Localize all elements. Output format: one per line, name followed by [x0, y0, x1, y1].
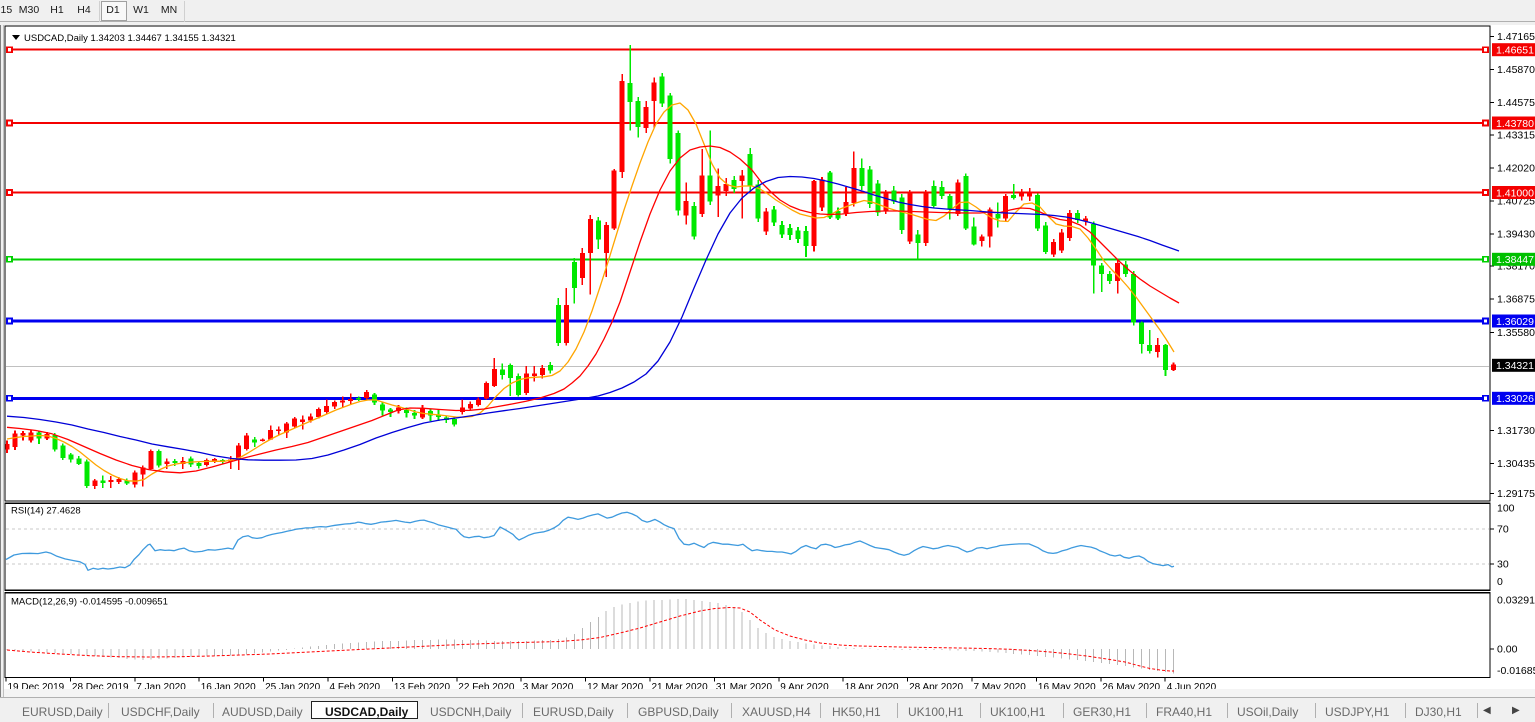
- svg-text:100: 100: [1497, 503, 1515, 515]
- svg-text:1.42020: 1.42020: [1497, 162, 1535, 174]
- svg-text:4 Feb 2020: 4 Feb 2020: [330, 682, 381, 693]
- svg-text:3 Mar 2020: 3 Mar 2020: [523, 682, 574, 693]
- svg-text:1.33026: 1.33026: [1496, 393, 1534, 405]
- svg-text:1.38447: 1.38447: [1496, 254, 1534, 266]
- svg-text:1.47165: 1.47165: [1497, 31, 1535, 43]
- svg-text:USDCAD,Daily 1.34203 1.34467: USDCAD,Daily 1.34203 1.34467 1.34155 1.3…: [24, 33, 236, 44]
- svg-text:22 Feb 2020: 22 Feb 2020: [458, 682, 515, 693]
- svg-text:16 May 2020: 16 May 2020: [1038, 682, 1096, 693]
- svg-text:1.35580: 1.35580: [1497, 327, 1535, 339]
- svg-text:1.43315: 1.43315: [1497, 129, 1535, 141]
- svg-text:1.41000: 1.41000: [1496, 187, 1534, 199]
- svg-text:28 Dec 2019: 28 Dec 2019: [72, 682, 129, 693]
- svg-text:1.36875: 1.36875: [1497, 294, 1535, 306]
- svg-text:1.30435: 1.30435: [1497, 458, 1535, 470]
- svg-text:70: 70: [1497, 524, 1509, 536]
- svg-text:1.39430: 1.39430: [1497, 229, 1535, 241]
- svg-text:1.45870: 1.45870: [1497, 64, 1535, 76]
- svg-text:7 Jan 2020: 7 Jan 2020: [136, 682, 186, 693]
- svg-text:16 Jan 2020: 16 Jan 2020: [201, 682, 256, 693]
- svg-text:21 Mar 2020: 21 Mar 2020: [652, 682, 709, 693]
- svg-text:26 May 2020: 26 May 2020: [1102, 682, 1160, 693]
- svg-text:19 Dec 2019: 19 Dec 2019: [8, 682, 65, 693]
- svg-text:4 Jun 2020: 4 Jun 2020: [1167, 682, 1217, 693]
- svg-text:0.03291: 0.03291: [1497, 594, 1535, 606]
- svg-text:RSI(14) 27.4628: RSI(14) 27.4628: [11, 506, 81, 517]
- svg-text:30: 30: [1497, 558, 1509, 570]
- svg-text:18 Apr 2020: 18 Apr 2020: [845, 682, 899, 693]
- svg-text:12 Mar 2020: 12 Mar 2020: [587, 682, 644, 693]
- svg-text:-0.016857: -0.016857: [1497, 665, 1535, 677]
- svg-text:1.31730: 1.31730: [1497, 425, 1535, 437]
- svg-text:MACD(12,26,9) -0.014595 -0.009: MACD(12,26,9) -0.014595 -0.009651: [11, 597, 168, 608]
- svg-text:1.44575: 1.44575: [1497, 97, 1535, 109]
- svg-text:1.34321: 1.34321: [1496, 360, 1534, 372]
- svg-text:0.00: 0.00: [1497, 644, 1518, 656]
- svg-text:1.46651: 1.46651: [1496, 45, 1534, 57]
- svg-text:1.29175: 1.29175: [1497, 488, 1535, 500]
- svg-text:9 Apr 2020: 9 Apr 2020: [780, 682, 829, 693]
- svg-text:13 Feb 2020: 13 Feb 2020: [394, 682, 451, 693]
- svg-text:1.43780: 1.43780: [1496, 118, 1534, 130]
- svg-text:1.36029: 1.36029: [1496, 316, 1534, 328]
- svg-text:7 May 2020: 7 May 2020: [974, 682, 1027, 693]
- svg-text:28 Apr 2020: 28 Apr 2020: [909, 682, 963, 693]
- svg-text:25 Jan 2020: 25 Jan 2020: [265, 682, 320, 693]
- svg-text:31 Mar 2020: 31 Mar 2020: [716, 682, 773, 693]
- svg-text:0: 0: [1497, 576, 1503, 588]
